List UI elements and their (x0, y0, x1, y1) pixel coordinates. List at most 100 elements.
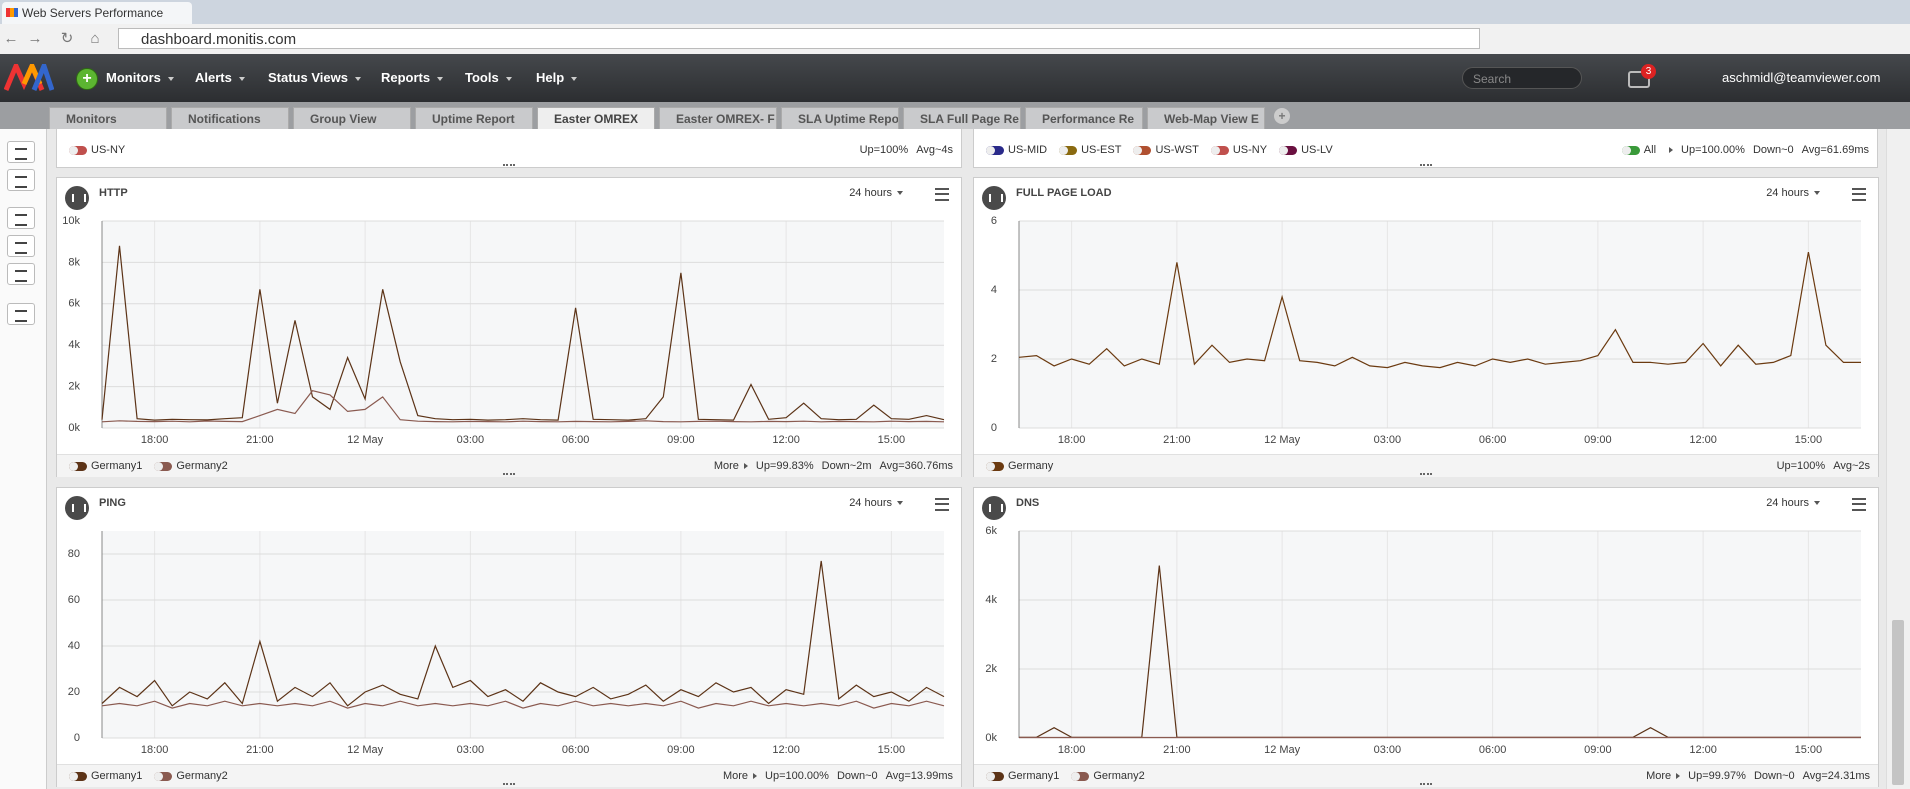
x-tick-label: 21:00 (246, 744, 274, 756)
nav-menu-item[interactable]: Reports (381, 54, 443, 102)
panel-icon (982, 496, 1006, 520)
panel-footer: US-NY Up=100% Avg~4s (57, 139, 961, 161)
legend-item[interactable]: US-MID (986, 144, 1047, 156)
x-tick-label: 09:00 (1584, 744, 1612, 756)
legend-item[interactable]: Germany2 (1071, 770, 1145, 782)
panel-footer: Germany1 Germany2 More Up=99.97% Down~0 Avg=2… (974, 764, 1878, 787)
sidebar-button[interactable] (7, 263, 35, 285)
legend-label: Germany (1008, 460, 1054, 472)
legend-item[interactable]: Germany1 (69, 460, 142, 472)
panel-menu[interactable] (935, 188, 949, 201)
stat: Avg~4s (916, 144, 953, 156)
legend-item[interactable]: US-NY (1210, 144, 1267, 156)
legend-label: Germany1 (91, 770, 143, 782)
add-tab-button[interactable]: + (1274, 108, 1290, 124)
notifications-icon[interactable] (1628, 71, 1650, 88)
dashboard-tab[interactable]: Monitors (49, 107, 167, 129)
legend-toggle (1621, 145, 1640, 155)
dashboard-tab[interactable]: Notifications (171, 107, 289, 129)
back-button[interactable]: ← (3, 30, 19, 47)
dashboard-tab[interactable]: Easter OMREX- F (659, 107, 777, 129)
legend-toggle (69, 145, 87, 155)
period-select[interactable]: 24 hours (849, 187, 903, 199)
legend-item[interactable]: Germany (986, 460, 1053, 472)
legend-label: Germany2 (176, 770, 228, 782)
panel: DNS 24 hours 18:00 21:00 12 May 03:00 06:00 09:… (973, 487, 1879, 787)
legend-toggle (986, 145, 1004, 155)
nav-menu-item[interactable]: Tools (465, 54, 512, 102)
series-line (101, 245, 945, 421)
series-line (101, 700, 945, 709)
x-tick-label: 15:00 (1795, 744, 1823, 756)
legend-item[interactable]: US-NY (69, 144, 125, 156)
chart: 18:00 21:00 12 May 03:00 06:00 09:00 12:00 15:0… (68, 531, 945, 756)
search-field[interactable]: Search (1462, 67, 1582, 89)
home-button[interactable]: ⌂ (90, 30, 100, 47)
browser-tab[interactable]: Web Servers Performance (2, 2, 192, 24)
dashboard-tab[interactable]: Web-Map View E (1147, 107, 1265, 129)
stats: Up=100% Avg~4s (860, 139, 953, 161)
period-select[interactable]: 24 hours (849, 497, 903, 509)
panel-menu[interactable] (935, 498, 949, 511)
sidebar-button[interactable] (7, 141, 35, 163)
legend-label: Germany1 (91, 460, 143, 472)
legend-item[interactable]: Germany1 (69, 770, 142, 782)
stat: Up=100.00% (765, 770, 829, 782)
nav-menu-item[interactable]: Monitors (106, 54, 174, 102)
logo[interactable] (4, 64, 54, 92)
chart: 18:00 21:00 12 May 03:00 06:00 09:00 12:00 15:0… (62, 215, 945, 446)
more-link[interactable]: More (723, 770, 757, 782)
panel-title: HTTP (99, 187, 128, 199)
legend-item[interactable]: All (1621, 144, 1656, 156)
scrollbar-thumb[interactable] (1892, 620, 1904, 785)
panel: HTTP 24 hours 18:00 21:00 12 May 03:00 06:00 09… (56, 177, 962, 477)
legend-label: Germany2 (176, 460, 228, 472)
y-tick-label: 0 (991, 422, 997, 434)
y-tick-label: 40 (68, 640, 80, 652)
nav-menu-item[interactable]: Status Views (268, 54, 361, 102)
dashboard-tab[interactable]: SLA Uptime Repo (781, 107, 899, 129)
legend-item[interactable]: US-LV (1279, 144, 1333, 156)
x-tick-label: 03:00 (1374, 744, 1402, 756)
more-link[interactable]: More (1646, 770, 1680, 782)
y-tick-label: 0 (74, 732, 80, 744)
legend: US-MID US-EST US-WST US-NY US-LV (986, 139, 1333, 161)
dashboard-tab[interactable]: Easter OMREX (537, 107, 655, 129)
url-field[interactable]: dashboard.monitis.com (118, 28, 1480, 49)
legend-toggle (154, 461, 173, 471)
legend-item[interactable]: Germany2 (154, 460, 228, 472)
dashboard-tab[interactable]: Uptime Report (415, 107, 533, 129)
stat: Down~0 (1753, 770, 1795, 782)
sidebar-button[interactable] (7, 303, 35, 325)
panel-menu[interactable] (1852, 188, 1866, 201)
sidebar-button[interactable] (7, 169, 35, 191)
x-tick-label: 12 May (347, 434, 384, 446)
panel-title: DNS (1016, 497, 1040, 509)
panel: FULL PAGE LOAD 24 hours 18:00 21:00 12 May 03… (973, 177, 1879, 477)
period-select[interactable]: 24 hours (1766, 187, 1820, 199)
reload-button[interactable]: ↻ (60, 30, 74, 47)
x-tick-label: 06:00 (562, 744, 590, 756)
panel-menu[interactable] (1852, 498, 1866, 511)
sidebar-button[interactable] (7, 207, 35, 229)
nav-menu-item[interactable]: Alerts (195, 54, 245, 102)
forward-button[interactable]: → (27, 30, 43, 47)
period-select[interactable]: 24 hours (1766, 497, 1820, 509)
add-button[interactable]: + (76, 68, 98, 90)
dashboard-tab[interactable]: SLA Full Page Re (903, 107, 1021, 129)
sidebar-button[interactable] (7, 235, 35, 257)
dashboard-tab[interactable]: Performance Re (1025, 107, 1143, 129)
legend-toggle (986, 771, 1004, 781)
legend-toggle (1133, 145, 1152, 155)
legend-item[interactable]: Germany2 (154, 770, 228, 782)
legend-item[interactable]: US-EST (1059, 144, 1121, 156)
user-menu[interactable]: aschmidl@teamviewer.com (1722, 70, 1881, 85)
nav-menu-item[interactable]: Help (536, 54, 577, 102)
more-link[interactable]: More (714, 460, 748, 472)
legend-item[interactable]: Germany1 (986, 770, 1059, 782)
y-tick-label: 6 (991, 215, 997, 227)
y-tick-label: 8k (68, 256, 80, 268)
dashboard-tab[interactable]: Group View (293, 107, 411, 129)
legend-item[interactable]: US-WST (1133, 144, 1199, 156)
legend: Germany (986, 455, 1053, 477)
